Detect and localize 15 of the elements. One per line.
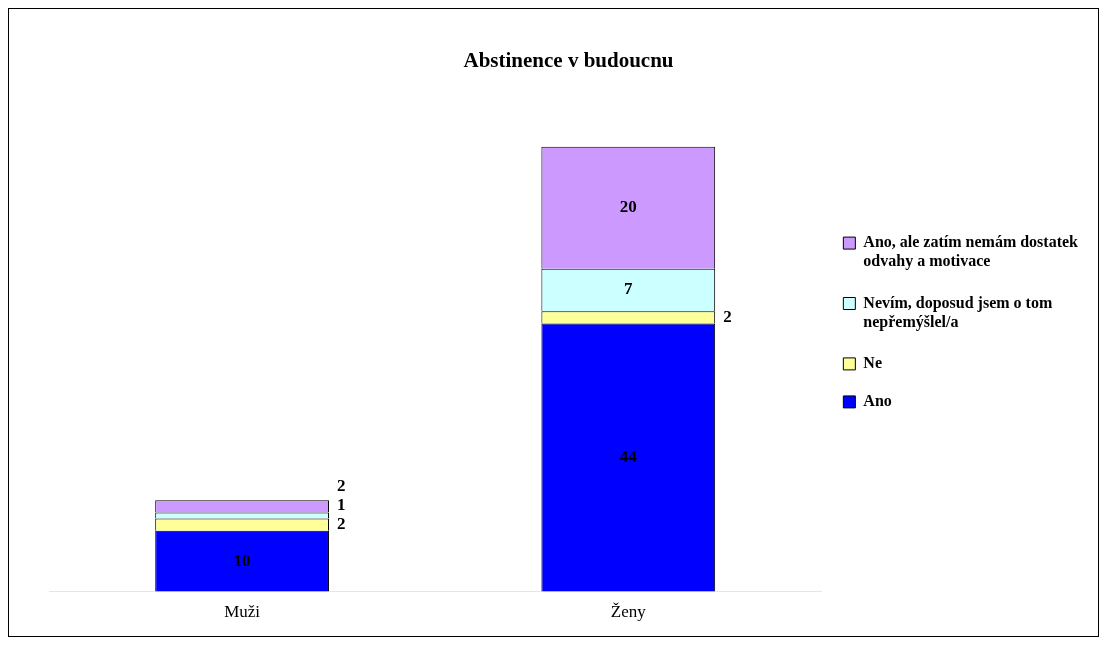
data-label: 44 [619,446,638,466]
data-label: 7 [624,279,634,299]
legend-label: Ano, ale zatím nemám dostatek odvahy a motivace [863,233,1079,271]
legend-label: Nevím, doposud jsem o tom nepřemýšlel/a [863,293,1053,331]
x-tick-label: Muži [224,602,261,622]
chart-title: Abstinence v budoucnu [463,48,674,73]
data-label: 1 [336,494,346,514]
x-tick-label: Ženy [610,602,647,622]
legend-label: Ano [863,392,892,410]
data-label: 2 [336,475,346,495]
data-label: 20 [619,197,637,217]
data-label: 2 [723,306,732,326]
data-label: 2 [336,513,346,533]
data-label: 10 [233,550,251,570]
legend-label: Ne [863,354,883,372]
